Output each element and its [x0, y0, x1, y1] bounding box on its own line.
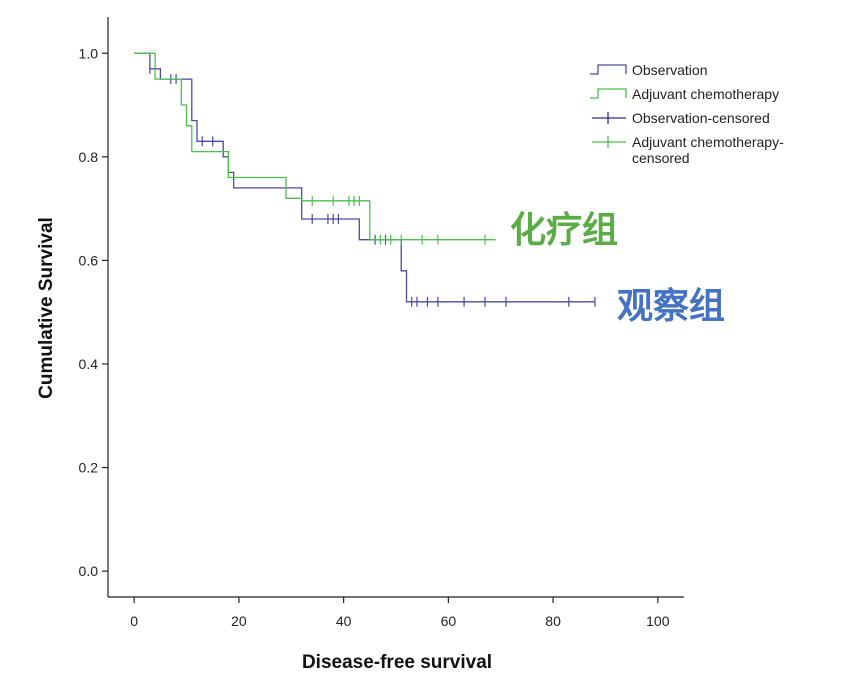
y-tick-label: 0.8 — [79, 149, 99, 165]
x-tick-label: 80 — [545, 613, 561, 629]
x-tick-label: 0 — [130, 613, 138, 629]
y-tick-label: 0.6 — [79, 252, 99, 268]
y-tick-label: 0.2 — [79, 460, 99, 476]
legend-label-cont: censored — [632, 150, 690, 166]
x-tick-label: 60 — [441, 613, 457, 629]
plot-lines — [134, 52, 596, 307]
legend-label: Observation — [632, 62, 707, 78]
legend-label: Observation-censored — [632, 110, 770, 126]
axes: 0.0 0.2 0.4 0.6 0.8 1.0 0 20 40 60 80 100 — [79, 17, 684, 629]
x-tick-label: 100 — [646, 613, 670, 629]
legend-label: Adjuvant chemotherapy — [632, 86, 779, 102]
y-tick-label: 0.4 — [79, 356, 99, 372]
legend: Observation Adjuvant chemotherapy Observat… — [590, 62, 784, 166]
legend-item: Adjuvant chemotherapy-censored — [592, 134, 784, 166]
y-tick-label: 1.0 — [79, 45, 99, 61]
x-tick-label: 40 — [336, 613, 352, 629]
annotation-observation-group: 观察组 — [617, 286, 725, 327]
series-line-observation — [134, 52, 595, 303]
legend-label: Adjuvant chemotherapy- — [632, 134, 784, 150]
x-axis-title: Disease-free survival — [302, 652, 492, 673]
y-axis-title: Cumulative Survival — [36, 217, 57, 399]
legend-item: Observation — [590, 62, 707, 78]
legend-item: Adjuvant chemotherapy — [590, 86, 779, 102]
series-line-adjuvant-chemotherapy — [134, 52, 496, 241]
legend-swatch-line — [590, 64, 627, 75]
y-tick-label: 0.0 — [79, 563, 99, 579]
legend-swatch-line — [590, 88, 627, 99]
annotation-chemo-group: 化疗组 — [510, 210, 618, 251]
legend-item: Observation-censored — [592, 110, 770, 126]
x-tick-label: 20 — [231, 613, 247, 629]
